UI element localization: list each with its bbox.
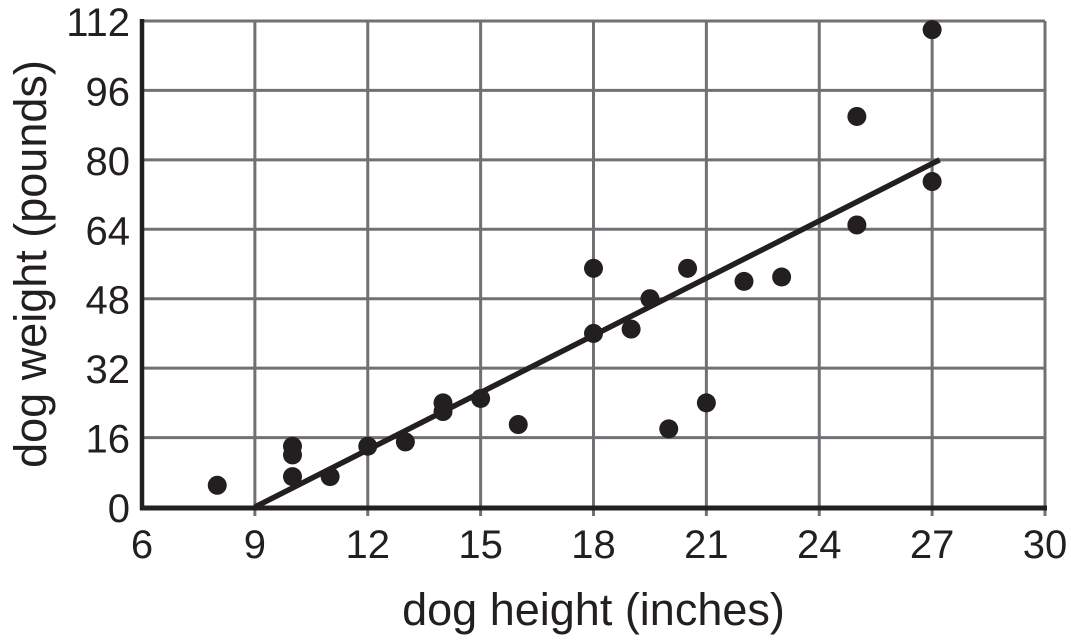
data-point [283, 467, 302, 487]
data-point [696, 393, 716, 413]
x-tick-label-27: 27 [910, 523, 955, 567]
data-point [734, 271, 754, 291]
data-point [508, 415, 528, 435]
data-point [922, 172, 942, 192]
data-point [847, 215, 867, 235]
data-point [358, 436, 378, 456]
x-tick-label-15: 15 [458, 523, 503, 567]
gridlines [142, 19, 1047, 516]
y-tick-label-16: 16 [86, 418, 131, 462]
y-axis-title: dog weight (pounds) [5, 60, 56, 468]
data-point [640, 289, 660, 309]
x-tick-label-24: 24 [797, 523, 842, 567]
data-point [922, 20, 942, 40]
data-point [678, 258, 698, 278]
x-tick-labels: 6 9 12 15 18 21 24 27 30 [131, 523, 1067, 567]
data-point [471, 389, 491, 409]
data-point [283, 436, 302, 456]
x-tick-label-9: 9 [244, 523, 266, 567]
data-points [207, 20, 942, 495]
y-tick-label-80: 80 [86, 140, 131, 184]
data-point [584, 258, 603, 278]
data-point [320, 467, 340, 487]
data-point [433, 393, 453, 413]
data-point [847, 106, 867, 126]
data-point [207, 475, 227, 495]
axes [139, 19, 1047, 511]
data-point [772, 267, 792, 287]
y-tick-label-48: 48 [86, 279, 131, 323]
x-tick-label-30: 30 [1023, 523, 1068, 567]
x-axis-title: dog height (inches) [402, 584, 785, 635]
x-tick-label-18: 18 [571, 523, 616, 567]
data-point [621, 319, 641, 339]
x-tick-label-12: 12 [346, 523, 391, 567]
data-point [395, 432, 415, 452]
data-point [659, 419, 679, 439]
y-tick-label-112: 112 [66, 1, 130, 45]
y-tick-label-64: 64 [86, 209, 131, 253]
y-tick-labels: 0 16 32 48 64 80 96 112 [66, 1, 130, 531]
data-point [584, 323, 603, 343]
y-tick-label-32: 32 [86, 348, 131, 392]
x-tick-label-21: 21 [684, 523, 729, 567]
x-tick-label-6: 6 [131, 523, 153, 567]
y-tick-label-96: 96 [86, 70, 131, 114]
y-tick-label-0: 0 [108, 487, 130, 531]
